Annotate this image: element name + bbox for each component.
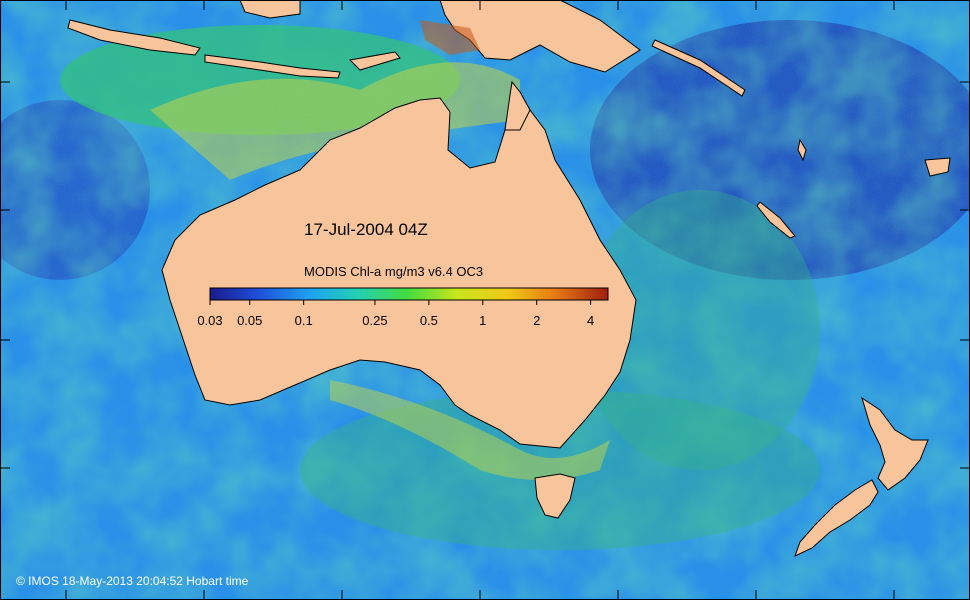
- new-caledonia: [756, 201, 796, 239]
- borneo-sulawesi: [239, 0, 301, 19]
- colorbar-tick-label: 0.03: [197, 313, 223, 328]
- colorbar-tick-label: 4: [587, 313, 595, 328]
- colorbar-ticks: [209, 300, 592, 305]
- timor-island: [348, 51, 401, 71]
- fiji-islands: [924, 157, 951, 177]
- lesser-sunda-islands: [204, 54, 341, 79]
- cape-york: [504, 80, 531, 131]
- colorbar-tick-label: 2: [533, 313, 541, 328]
- colorbar-tick-label: 1: [479, 313, 487, 328]
- new-zealand-north-island: [861, 396, 929, 491]
- java-island: [67, 19, 201, 56]
- colorbar-tick-label: 0.5: [419, 313, 438, 328]
- colorbar-tick-label: 0.1: [294, 313, 313, 328]
- copyright-text: © IMOS 18-May-2013 20:04:52 Hobart time: [16, 574, 249, 588]
- date-label: 17-Jul-2004 04Z: [304, 220, 428, 239]
- australia-landmass: [161, 91, 637, 449]
- tasmania: [534, 473, 576, 519]
- vanuatu-islands: [797, 138, 807, 162]
- colorbar: [209, 287, 609, 301]
- new-zealand-south-island: [794, 479, 879, 557]
- colorbar-tick-label: 0.05: [237, 313, 263, 328]
- colorbar-title: MODIS Chl-a mg/m3 v6.4 OC3: [304, 264, 484, 279]
- solomon-islands: [651, 39, 746, 97]
- colorbar-tick-label: 0.25: [362, 313, 388, 328]
- new-guinea-vegetation: [420, 20, 480, 55]
